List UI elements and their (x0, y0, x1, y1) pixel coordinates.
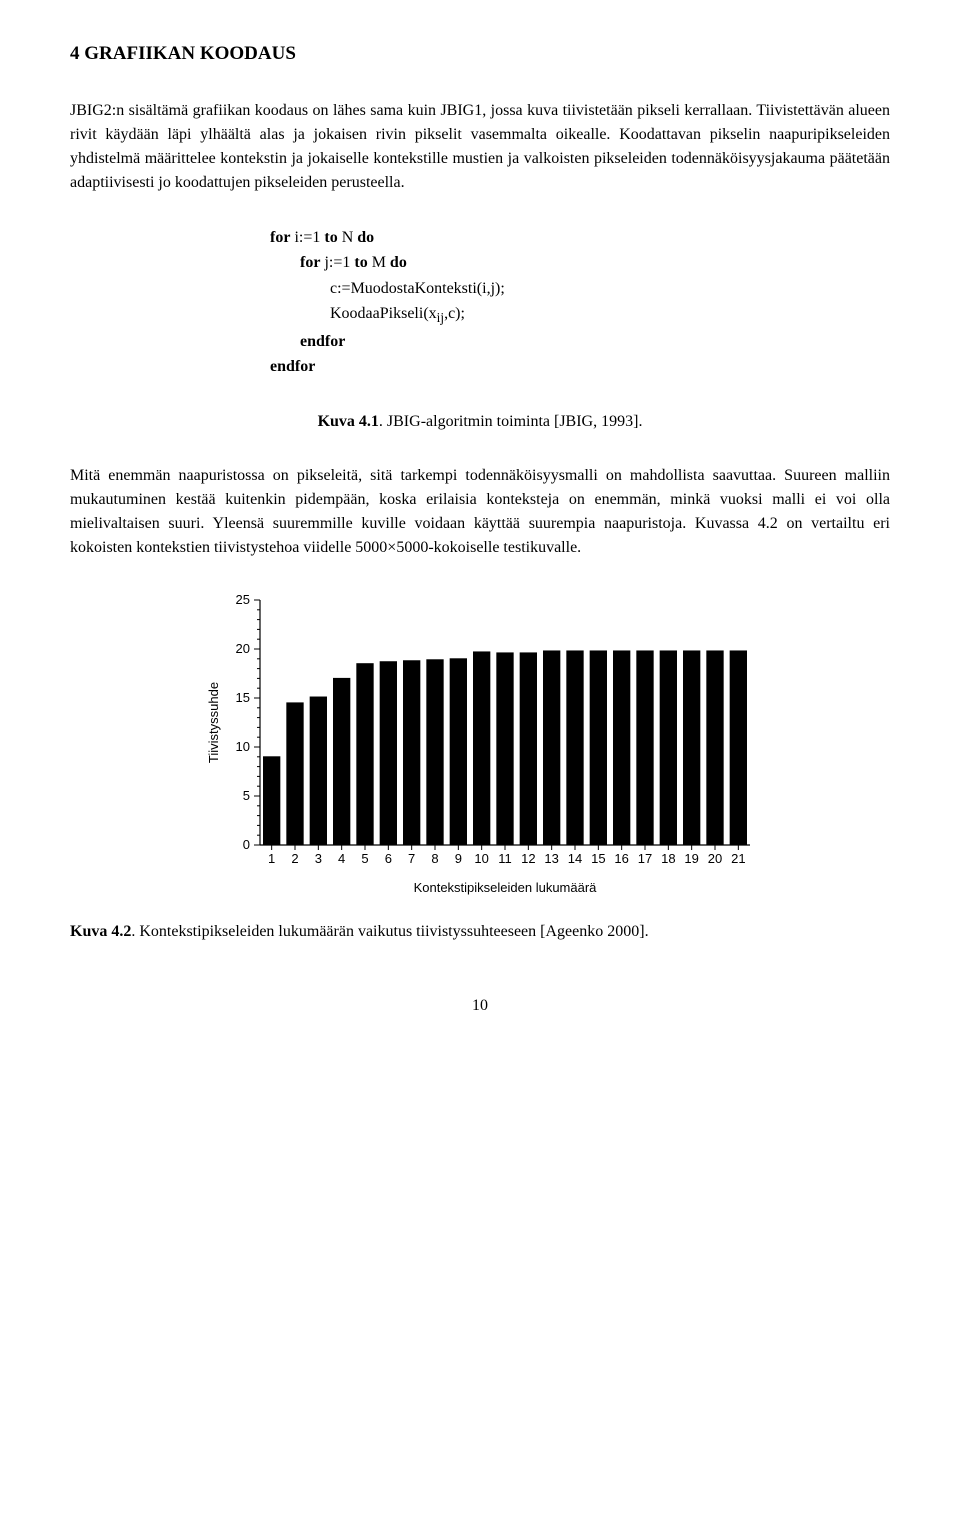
svg-text:0: 0 (243, 837, 250, 852)
bar-chart-svg: 0510152025123456789101112131415161718192… (200, 590, 760, 900)
figure-caption-2: Kuva 4.2. Kontekstipikseleiden lukumäärä… (70, 920, 890, 944)
svg-text:9: 9 (455, 851, 462, 866)
section-heading: 4 GRAFIIKAN KOODAUS (70, 40, 890, 69)
svg-text:5: 5 (243, 788, 250, 803)
bar-chart: 0510152025123456789101112131415161718192… (200, 590, 760, 900)
svg-text:10: 10 (474, 851, 488, 866)
svg-text:11: 11 (498, 851, 512, 866)
svg-text:7: 7 (408, 851, 415, 866)
algo-line-endfor-outer: endfor (270, 354, 890, 380)
svg-text:8: 8 (431, 851, 438, 866)
svg-text:6: 6 (385, 851, 392, 866)
svg-text:13: 13 (544, 851, 558, 866)
algo-line-encode: KoodaaPikseli(xij,c); (330, 301, 890, 329)
svg-text:21: 21 (731, 851, 745, 866)
algo-line-for-j: for j:=1 to M do (300, 250, 890, 276)
svg-text:3: 3 (315, 851, 322, 866)
svg-text:19: 19 (684, 851, 698, 866)
svg-text:2: 2 (291, 851, 298, 866)
algo-line-context: c:=MuodostaKonteksti(i,j); (330, 276, 890, 302)
algo-line-endfor-inner: endfor (300, 329, 890, 355)
svg-text:25: 25 (236, 592, 250, 607)
svg-text:17: 17 (638, 851, 652, 866)
paragraph-1: JBIG2:n sisältämä grafiikan koodaus on l… (70, 99, 890, 195)
svg-text:1: 1 (268, 851, 275, 866)
svg-text:20: 20 (236, 641, 250, 656)
svg-text:10: 10 (236, 739, 250, 754)
svg-text:15: 15 (236, 690, 250, 705)
svg-text:5: 5 (361, 851, 368, 866)
page-number: 10 (70, 994, 890, 1018)
figure-caption-1: Kuva 4.1. JBIG-algoritmin toiminta [JBIG… (70, 410, 890, 434)
svg-text:15: 15 (591, 851, 605, 866)
svg-text:Tiivistyssuhde: Tiivistyssuhde (206, 682, 221, 763)
svg-text:20: 20 (708, 851, 722, 866)
svg-text:14: 14 (568, 851, 582, 866)
svg-text:12: 12 (521, 851, 535, 866)
svg-text:16: 16 (614, 851, 628, 866)
paragraph-2: Mitä enemmän naapuristossa on pikseleitä… (70, 464, 890, 560)
svg-text:18: 18 (661, 851, 675, 866)
svg-text:4: 4 (338, 851, 345, 866)
algorithm-block: for i:=1 to N do for j:=1 to M do c:=Muo… (270, 225, 890, 380)
svg-text:Kontekstipikseleiden lukumäärä: Kontekstipikseleiden lukumäärä (414, 880, 598, 895)
algo-line-for-i: for i:=1 to N do (270, 225, 890, 251)
